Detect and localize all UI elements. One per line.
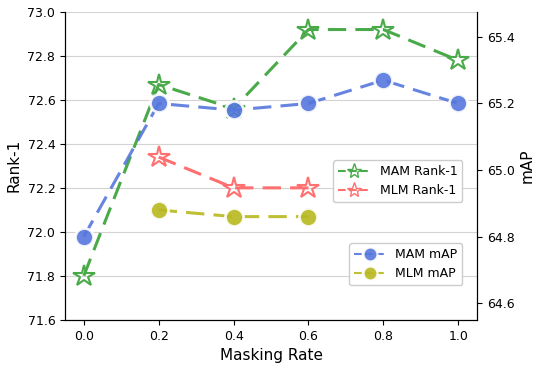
X-axis label: Masking Rate: Masking Rate — [220, 348, 322, 363]
Y-axis label: mAP: mAP — [520, 149, 535, 183]
Y-axis label: Rank-1: Rank-1 — [7, 139, 22, 192]
Legend: MAM mAP, MLM mAP: MAM mAP, MLM mAP — [349, 243, 462, 286]
